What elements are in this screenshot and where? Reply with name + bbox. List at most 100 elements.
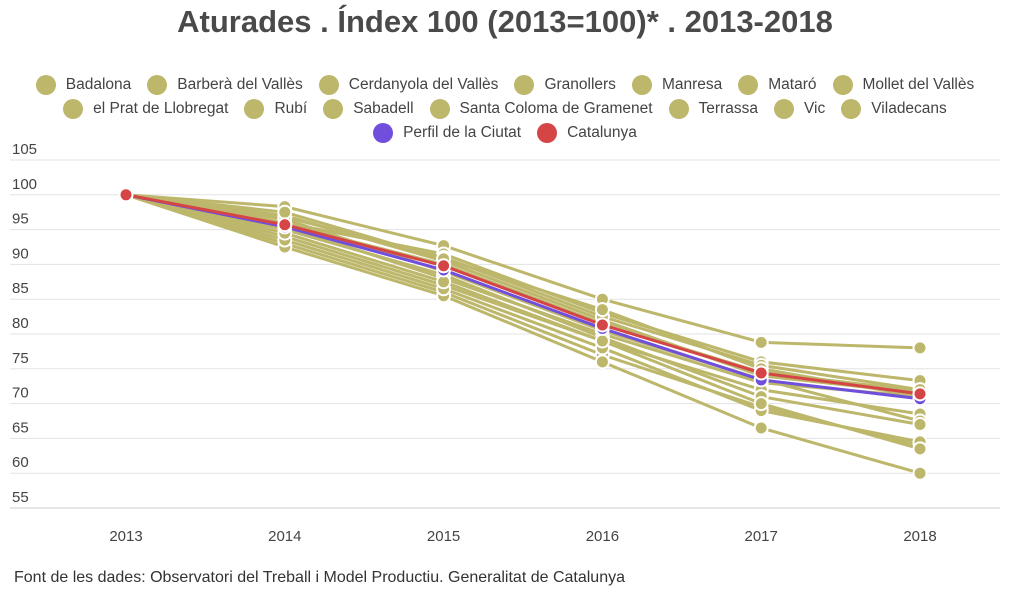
legend-item-terrassa[interactable]: Terrassa bbox=[668, 98, 758, 119]
legend-swatch bbox=[841, 98, 862, 119]
legend-item-manresa[interactable]: Manresa bbox=[631, 74, 723, 95]
data-point[interactable] bbox=[912, 340, 928, 356]
y-tick-label: 65 bbox=[12, 419, 29, 436]
legend-label: Viladecans bbox=[871, 99, 947, 117]
series-line bbox=[125, 193, 921, 416]
y-tick-label: 105 bbox=[12, 141, 37, 158]
legend-label: Manresa bbox=[661, 75, 723, 93]
legend-swatch bbox=[514, 74, 535, 95]
legend-item-cerdanyola-del-valles[interactable]: Cerdanyola del Vallès bbox=[318, 74, 499, 95]
data-point[interactable] bbox=[912, 386, 928, 402]
legend-swatch bbox=[35, 74, 56, 95]
x-tick-label: 2014 bbox=[268, 528, 301, 545]
legend-swatch bbox=[147, 74, 168, 95]
legend-label: el Prat de Llobregat bbox=[93, 99, 229, 117]
series-line bbox=[125, 193, 921, 396]
legend-label: Santa Coloma de Gramenet bbox=[459, 99, 653, 117]
legend-swatch bbox=[832, 74, 853, 95]
legend-item-viladecans[interactable]: Viladecans bbox=[841, 98, 947, 119]
legend-swatch bbox=[537, 122, 558, 143]
data-point[interactable] bbox=[912, 416, 928, 432]
chart-title: Aturades . Índex 100 (2013=100)* . 2013-… bbox=[177, 4, 833, 39]
legend-swatch bbox=[373, 122, 394, 143]
y-tick-label: 70 bbox=[12, 385, 29, 402]
legend-label: Granollers bbox=[544, 75, 616, 93]
series-line bbox=[125, 193, 921, 392]
series-santa-coloma-de-gramenet bbox=[118, 187, 928, 450]
x-tick-label: 2015 bbox=[427, 528, 460, 545]
series-line bbox=[125, 193, 921, 451]
data-point[interactable] bbox=[753, 334, 769, 350]
series-line bbox=[125, 193, 921, 475]
data-point[interactable] bbox=[753, 396, 769, 412]
legend-label: Badalona bbox=[65, 75, 132, 93]
series-line bbox=[125, 193, 921, 350]
series-line bbox=[125, 193, 921, 447]
legend-item-mataro[interactable]: Mataró bbox=[738, 74, 817, 95]
legend-label: Catalunya bbox=[567, 123, 637, 141]
legend-swatch bbox=[323, 98, 344, 119]
y-tick-label: 95 bbox=[12, 211, 29, 228]
x-tick-label: 2017 bbox=[745, 528, 778, 545]
legend-item-badalona[interactable]: Badalona bbox=[35, 74, 132, 95]
y-tick-label: 60 bbox=[12, 454, 29, 471]
legend-swatch bbox=[773, 98, 794, 119]
legend-label: Rubí bbox=[274, 99, 308, 117]
series-line bbox=[125, 193, 921, 444]
legend-label: Mollet del Vallès bbox=[862, 75, 975, 93]
series-line bbox=[125, 193, 921, 426]
legend-swatch bbox=[429, 98, 450, 119]
legend-item-granollers[interactable]: Granollers bbox=[514, 74, 616, 95]
legend-item-rubi[interactable]: Rubí bbox=[244, 98, 307, 119]
legend-label: Terrassa bbox=[698, 99, 758, 117]
legend-item-mollet-del-valles[interactable]: Mollet del Vallès bbox=[832, 74, 975, 95]
y-tick-label: 75 bbox=[12, 350, 29, 367]
y-tick-label: 55 bbox=[12, 489, 29, 506]
legend-swatch bbox=[244, 98, 265, 119]
series-catalunya bbox=[118, 187, 928, 402]
legend-swatch bbox=[63, 98, 84, 119]
data-point[interactable] bbox=[594, 333, 610, 349]
y-tick-label: 90 bbox=[12, 245, 29, 262]
data-point[interactable] bbox=[277, 217, 293, 233]
legend-label: Sabadell bbox=[353, 99, 414, 117]
legend-label: Barberà del Vallès bbox=[177, 75, 303, 93]
y-tick-label: 100 bbox=[12, 176, 37, 193]
data-point[interactable] bbox=[594, 302, 610, 318]
legend-swatch bbox=[318, 74, 339, 95]
series-line bbox=[125, 193, 921, 401]
data-point[interactable] bbox=[436, 258, 452, 274]
y-tick-label: 85 bbox=[12, 280, 29, 297]
x-tick-label: 2013 bbox=[109, 528, 142, 545]
legend-swatch bbox=[631, 74, 652, 95]
y-tick-label: 80 bbox=[12, 315, 29, 332]
data-point[interactable] bbox=[594, 317, 610, 333]
data-point[interactable] bbox=[277, 204, 293, 220]
x-tick-label: 2016 bbox=[586, 528, 619, 545]
series-line bbox=[125, 193, 921, 399]
legend-item-santa-coloma-de-gramenet[interactable]: Santa Coloma de Gramenet bbox=[429, 98, 653, 119]
legend-swatch bbox=[738, 74, 759, 95]
legend-label: Perfil de la Ciutat bbox=[403, 123, 522, 141]
legend-label: Vic bbox=[803, 99, 826, 117]
x-tick-label: 2018 bbox=[903, 528, 936, 545]
data-point[interactable] bbox=[912, 441, 928, 457]
data-point[interactable] bbox=[912, 465, 928, 481]
chart-legend: Badalona Barberà del Vallès Cerdanyola del… bbox=[20, 74, 990, 143]
legend-label: Cerdanyola del Vallès bbox=[348, 75, 499, 93]
data-point[interactable] bbox=[118, 187, 134, 203]
legend-item-perfil-de-la-ciutat[interactable]: Perfil de la Ciutat bbox=[373, 122, 521, 143]
legend-item-catalunya[interactable]: Catalunya bbox=[537, 122, 637, 143]
legend-item-sabadell[interactable]: Sabadell bbox=[323, 98, 414, 119]
legend-swatch bbox=[668, 98, 689, 119]
legend-item-barbera-del-valles[interactable]: Barberà del Vallès bbox=[147, 74, 303, 95]
data-point[interactable] bbox=[753, 420, 769, 436]
data-point[interactable] bbox=[594, 354, 610, 370]
source-note: Font de les dades: Observatori del Treba… bbox=[14, 569, 625, 586]
data-point[interactable] bbox=[753, 365, 769, 381]
legend-label: Mataró bbox=[768, 75, 817, 93]
series-line bbox=[125, 193, 921, 423]
legend-item-el-prat-de-llobregat[interactable]: el Prat de Llobregat bbox=[63, 98, 228, 119]
legend-item-vic[interactable]: Vic bbox=[773, 98, 826, 119]
